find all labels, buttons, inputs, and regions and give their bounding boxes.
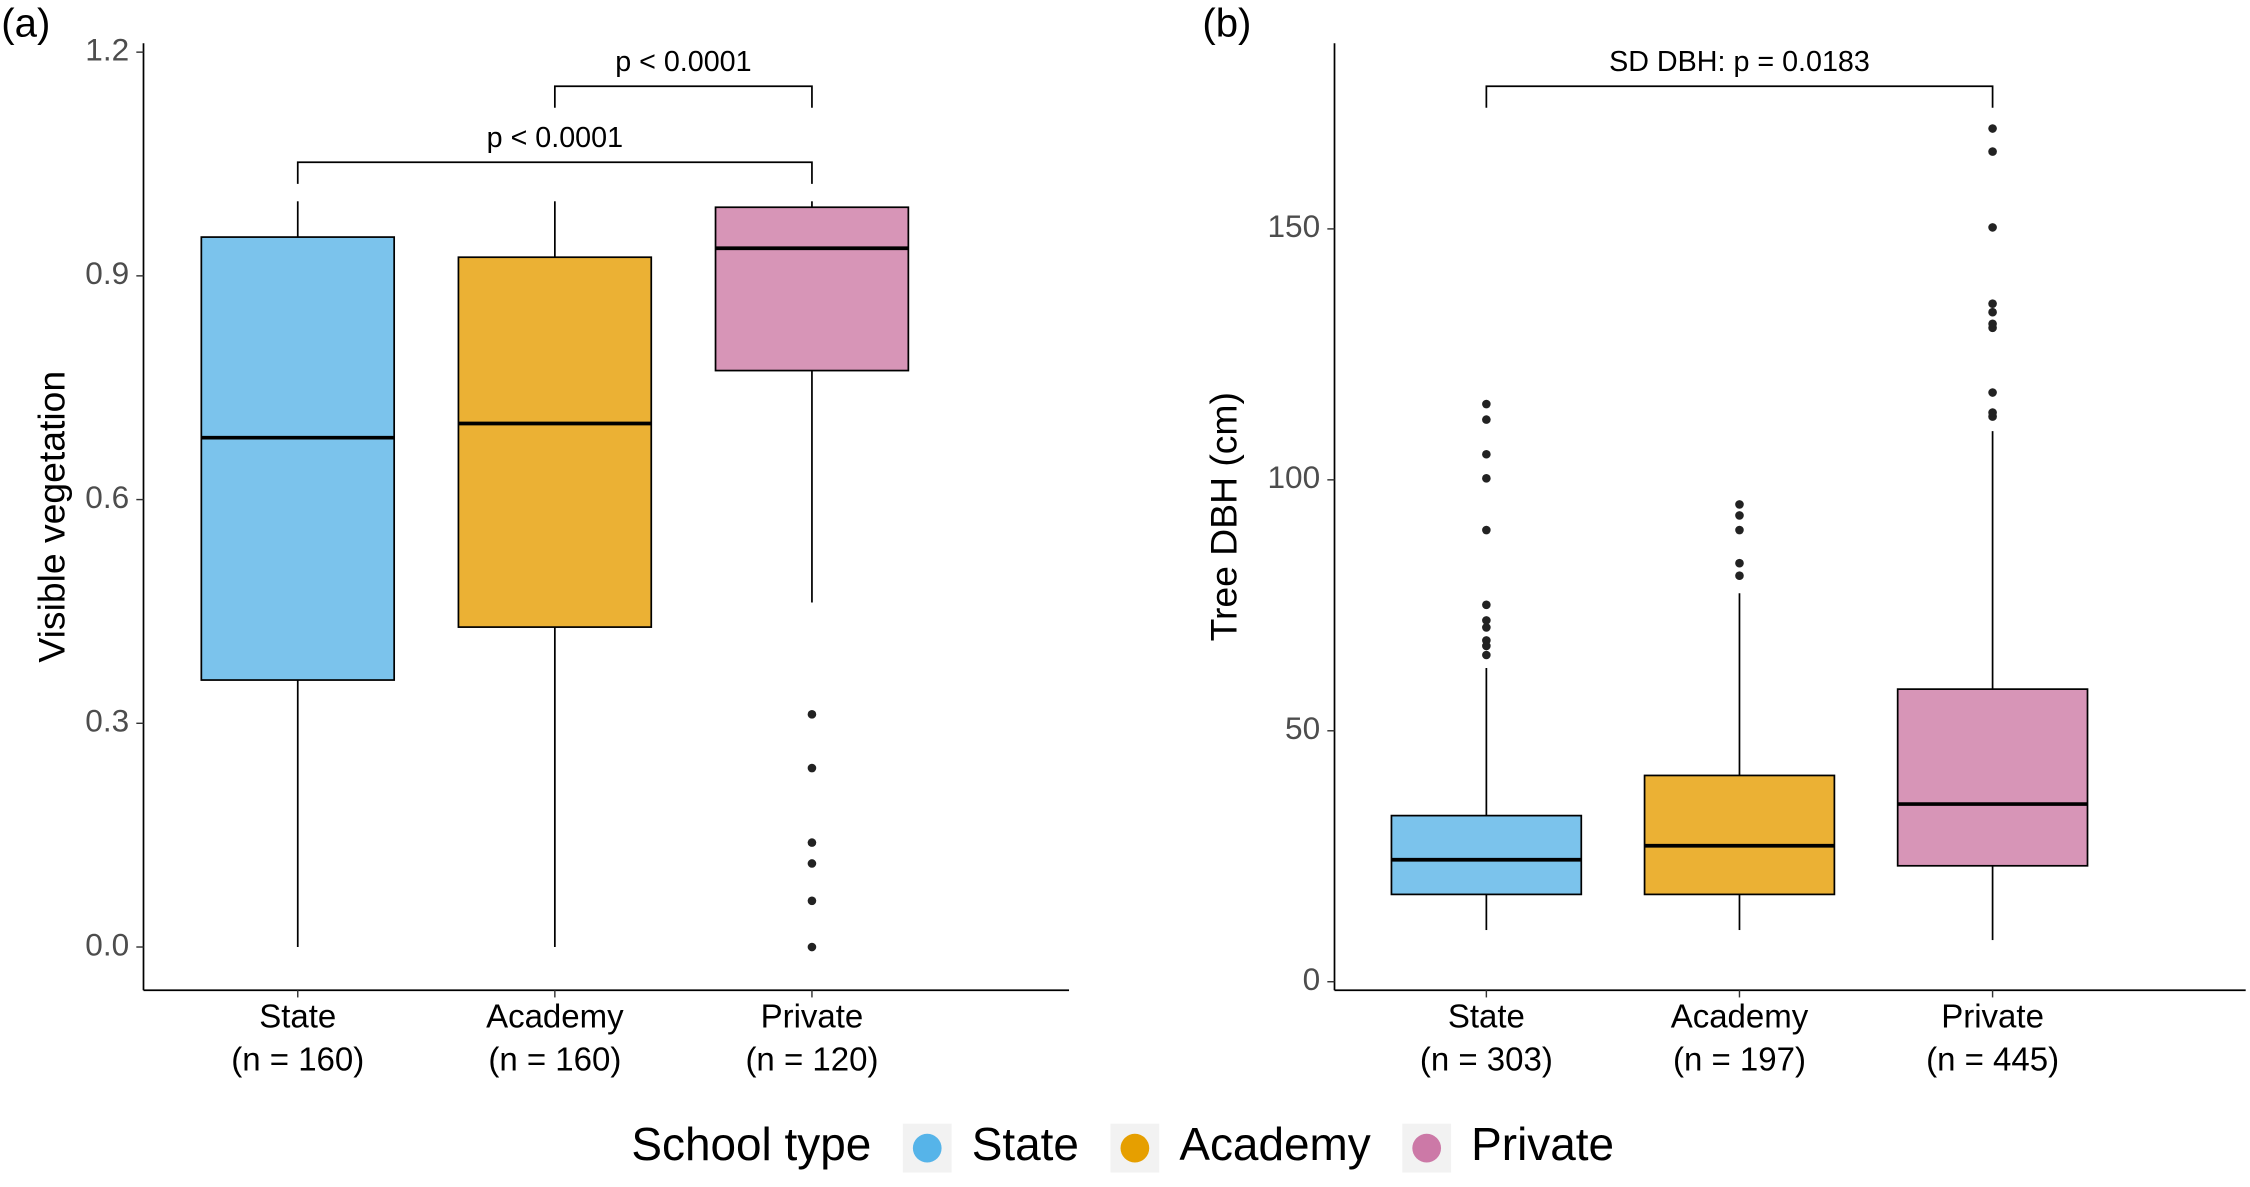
y-tick-label: 0.9 (85, 255, 129, 291)
outlier (807, 710, 817, 719)
outlier (1988, 147, 1997, 156)
y-axis-label: Visible vegetation (30, 371, 72, 663)
y-tick-label: 0.0 (85, 926, 129, 962)
outlier (1482, 636, 1491, 645)
outlier (1482, 650, 1491, 660)
outlier (1482, 616, 1491, 625)
outlier (1735, 571, 1744, 581)
box (457, 256, 653, 628)
box (1896, 688, 2089, 867)
legend-key (912, 1133, 942, 1163)
outlier (1482, 399, 1491, 409)
panel-label: (a) (1, 1, 50, 46)
outlier (1988, 299, 1997, 308)
outlier (1482, 600, 1491, 610)
x-tick-label: State (259, 998, 336, 1035)
box (714, 206, 910, 372)
box (200, 236, 396, 681)
outlier (1735, 500, 1744, 509)
outlier (1988, 408, 1997, 417)
outlier (807, 896, 817, 906)
x-tick-label: State (1448, 998, 1525, 1035)
y-tick-label: 100 (1268, 459, 1321, 495)
x-tick-sublabel: (n = 197) (1673, 1041, 1806, 1078)
outlier (1988, 124, 1997, 133)
y-tick-label: 50 (1285, 710, 1320, 746)
x-tick-sublabel: (n = 160) (488, 1041, 621, 1078)
outlier (1988, 223, 1997, 232)
significance-bracket (1485, 85, 1994, 108)
box (1643, 774, 1836, 896)
x-tick-label: Academy (1671, 998, 1809, 1035)
significance-label: p < 0.0001 (615, 46, 751, 78)
outlier (807, 942, 817, 952)
outlier (1988, 319, 1997, 329)
outlier (1482, 449, 1491, 459)
significance-label: p < 0.0001 (487, 122, 623, 154)
outlier (1735, 558, 1744, 568)
y-tick-label: 0.6 (85, 479, 129, 515)
outlier (1988, 307, 1997, 317)
outlier (807, 763, 817, 773)
outlier (1482, 525, 1491, 535)
outlier (1988, 388, 1997, 397)
outlier (1482, 623, 1491, 632)
x-tick-sublabel: (n = 160) (231, 1041, 364, 1078)
significance-bracket (296, 161, 813, 184)
significance-label: SD DBH: p = 0.0183 (1609, 46, 1870, 78)
outlier (1482, 474, 1491, 483)
outlier (1735, 525, 1744, 535)
x-tick-sublabel: (n = 445) (1926, 1041, 2059, 1078)
box (1390, 814, 1583, 896)
panel-label: (b) (1202, 1, 1251, 46)
y-tick-label: 0.3 (85, 703, 129, 739)
legend-label: State (972, 1118, 1079, 1170)
outlier (1735, 511, 1744, 520)
outlier (807, 838, 817, 847)
legend-title: School type (631, 1118, 871, 1170)
x-tick-label: Private (1941, 998, 2044, 1035)
x-tick-label: Academy (486, 998, 624, 1035)
significance-bracket (553, 85, 813, 108)
y-tick-label: 1.2 (85, 31, 129, 67)
x-tick-sublabel: (n = 120) (745, 1041, 878, 1078)
outlier (807, 859, 817, 868)
y-axis-label: Tree DBH (cm) (1203, 392, 1245, 641)
legend-key (1120, 1133, 1150, 1163)
legend-key (1412, 1133, 1442, 1163)
legend-label: Private (1471, 1118, 1614, 1170)
outlier (1482, 415, 1491, 424)
legend-label: Academy (1179, 1118, 1370, 1170)
y-tick-label: 0 (1303, 961, 1321, 997)
x-tick-sublabel: (n = 303) (1420, 1041, 1553, 1078)
x-tick-label: Private (761, 998, 864, 1035)
y-tick-label: 150 (1268, 208, 1321, 244)
